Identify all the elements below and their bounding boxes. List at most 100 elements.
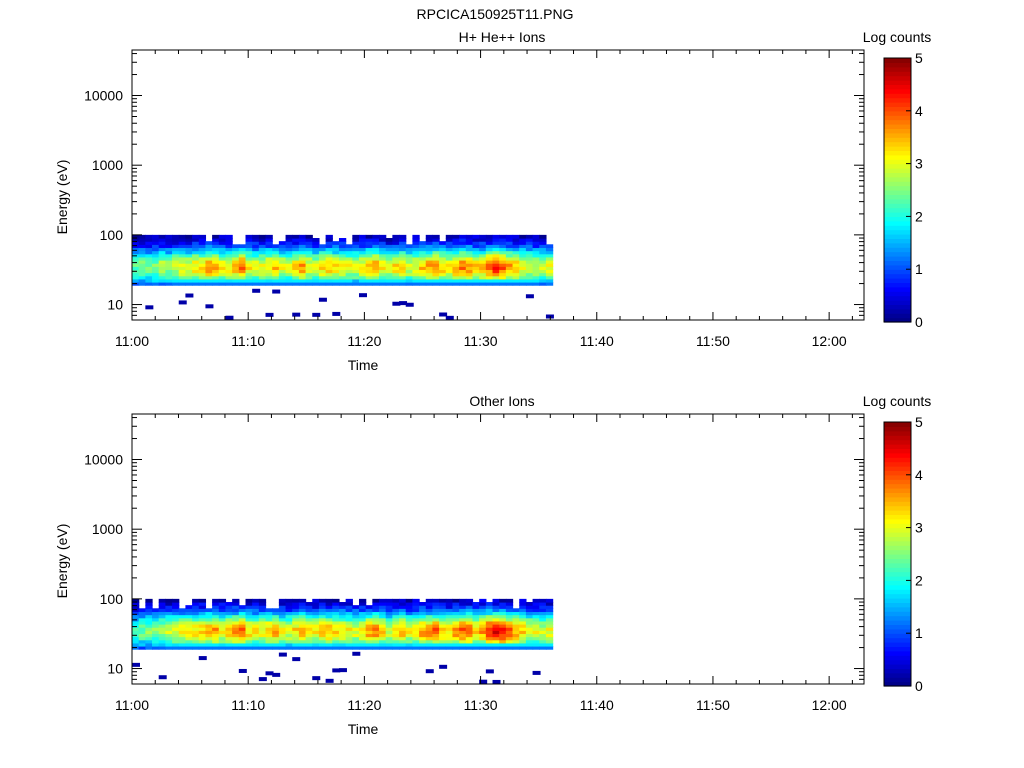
spectrogram-cell <box>539 617 547 622</box>
spectrogram-cell <box>532 642 540 647</box>
spectrogram-cell <box>385 266 393 271</box>
spectrogram-cell <box>312 614 320 619</box>
spectrogram-cell <box>459 269 467 274</box>
colorbar-swatch <box>884 256 911 261</box>
spectrogram-cell <box>519 627 527 631</box>
spectrogram-cell <box>305 250 313 255</box>
spectrogram-cell <box>499 598 507 603</box>
spectrogram-cell <box>225 241 233 245</box>
spectrogram-cell <box>365 244 373 249</box>
spectrogram-cell <box>258 633 267 638</box>
spectrogram-cell <box>192 241 200 245</box>
spectrogram-cell <box>245 639 253 644</box>
spectrogram-cell <box>425 263 434 267</box>
spectrogram-cell <box>352 608 360 613</box>
spectrogram-cell <box>492 611 500 616</box>
colorbar-swatch <box>884 620 911 625</box>
spectrogram-cell <box>158 253 166 258</box>
spectrogram-cell <box>432 602 440 606</box>
spectrogram-cell <box>472 633 480 638</box>
colorbar-tick-label: 4 <box>915 103 923 119</box>
spectrogram-cell <box>425 608 434 613</box>
spectrogram-cell <box>445 633 454 638</box>
spectrogram-cell <box>392 611 400 616</box>
spectrogram-cell <box>332 633 340 638</box>
spectrogram-cell <box>292 281 300 286</box>
spectrogram-cell <box>332 275 340 280</box>
spectrogram-cell <box>385 611 393 616</box>
spectrogram-cell <box>539 602 547 606</box>
spectrogram-cell <box>205 266 213 271</box>
spectrogram-cell <box>432 639 440 644</box>
spectrogram-cell <box>512 238 520 242</box>
spectrogram-cell <box>525 272 534 277</box>
spectrogram-cell <box>138 266 146 271</box>
spectrogram-cell <box>439 617 447 622</box>
spectrogram-cell <box>152 630 160 635</box>
spectrogram-cell <box>265 266 273 271</box>
spectrogram-cell <box>145 630 153 635</box>
spectrogram-cell <box>439 278 447 283</box>
spectrogram-cell <box>419 250 427 255</box>
spectrogram-cell <box>232 608 240 613</box>
colorbar-swatch <box>884 141 911 147</box>
spectrogram-cell <box>345 266 353 271</box>
spectrogram-cell <box>425 623 434 628</box>
spectrogram-cell <box>178 639 187 644</box>
spectrogram-cell <box>445 275 454 280</box>
spectrogram-cell <box>292 605 300 609</box>
spectrogram-cell <box>392 241 400 245</box>
spectrogram-cell <box>532 617 540 622</box>
colorbar-swatch <box>884 264 911 270</box>
spectrogram-cell <box>412 623 420 628</box>
spectrogram-cell <box>272 642 280 647</box>
spectrogram-cell <box>358 259 367 264</box>
spectrogram-cell <box>252 272 260 277</box>
spectrogram-cell <box>238 623 247 628</box>
spectrogram-cell <box>138 234 146 239</box>
spectrogram-cell <box>485 639 494 644</box>
spectrogram-cell <box>158 278 166 283</box>
spectrogram-cell <box>519 281 527 286</box>
spectrogram-cell <box>132 608 140 613</box>
spectrogram-cell <box>532 238 540 242</box>
spectrogram-cell <box>185 633 193 638</box>
spectrogram-cell <box>325 259 333 264</box>
spectrogram-cell <box>312 275 320 280</box>
spectrogram-cell <box>499 256 507 261</box>
spectrogram-cell <box>198 275 207 280</box>
spectrogram-cell <box>318 620 327 625</box>
spectrogram-cell <box>185 636 193 641</box>
spectrogram-cell <box>365 645 373 650</box>
spectrogram-cell <box>272 244 280 249</box>
spectrogram-cell <box>532 241 540 245</box>
spectrogram-cell <box>432 269 440 274</box>
spectrogram-cell <box>512 630 520 635</box>
spectrogram-cell <box>212 633 220 638</box>
spectrogram-cell <box>258 630 267 635</box>
spectrogram-cell <box>485 614 494 619</box>
spectrogram-cell <box>192 633 200 638</box>
spectrogram-cell <box>412 278 420 283</box>
spectrogram-cell <box>272 620 280 625</box>
spectrogram-cell <box>352 633 360 638</box>
spectrogram-cell <box>399 244 407 249</box>
spectrogram-cell <box>218 633 227 638</box>
spectrogram-cell <box>212 614 220 619</box>
spectrogram-cell <box>185 275 193 280</box>
spectrogram-cell <box>365 630 373 635</box>
spectrogram-cell <box>405 244 414 249</box>
spectrogram-cell <box>379 234 387 239</box>
spectrogram-cell <box>472 639 480 644</box>
spectrogram-cell <box>192 608 200 613</box>
spectrogram-cell <box>358 627 367 631</box>
spectrogram-cell <box>372 241 380 245</box>
spectrogram-cell <box>445 627 454 631</box>
spectrogram-cell <box>465 278 474 283</box>
spectrogram-cell <box>198 263 207 267</box>
spectrogram-cell <box>292 269 300 274</box>
spectrogram-cell <box>419 611 427 616</box>
spectrogram-cell <box>525 611 534 616</box>
spectrogram-cell <box>325 611 333 616</box>
spectrogram-cell <box>379 611 387 616</box>
